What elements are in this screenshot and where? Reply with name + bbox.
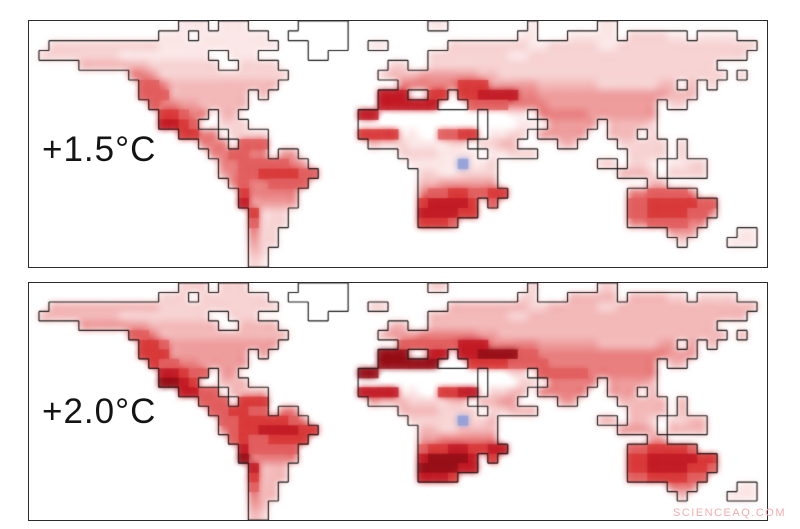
scenario-label-1p5: +1.5°C (42, 130, 157, 169)
scenario-label-2p0: +2.0°C (42, 392, 157, 431)
world-map-canvas-2p0 (29, 283, 767, 520)
map-panel-1p5: +1.5°C (28, 20, 768, 268)
map-panel-2p0: +2.0°C (28, 282, 768, 521)
world-map-canvas-1p5 (29, 21, 767, 267)
watermark-text: SCIENCEAQ.COM (672, 507, 786, 519)
